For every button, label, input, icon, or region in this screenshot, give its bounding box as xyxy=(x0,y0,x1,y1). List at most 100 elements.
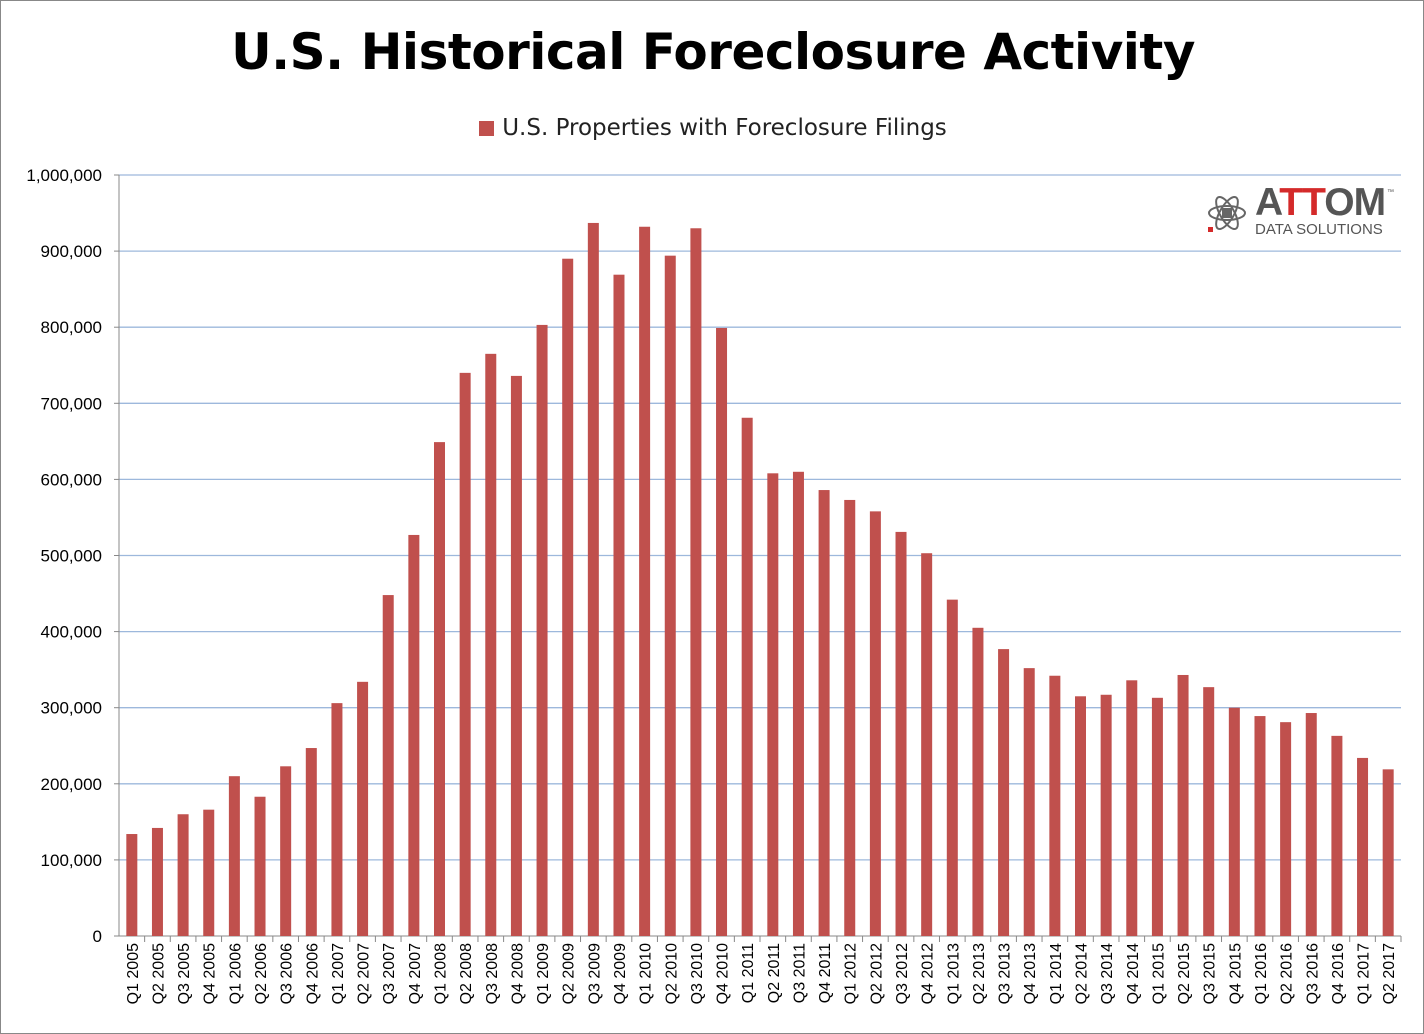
legend-swatch xyxy=(479,121,495,136)
bar xyxy=(254,796,266,936)
y-tick-label: 700,000 xyxy=(41,394,102,413)
bar xyxy=(485,353,497,937)
x-tick-label: Q1 2006 xyxy=(227,943,244,1004)
bar xyxy=(972,627,984,936)
x-tick-label: Q3 2006 xyxy=(279,943,296,1004)
bar xyxy=(818,490,830,936)
x-tick-label: Q2 2006 xyxy=(253,943,270,1004)
y-tick-label: 900,000 xyxy=(41,242,102,261)
x-tick-label: Q4 2014 xyxy=(1125,943,1142,1004)
bar xyxy=(408,534,420,936)
bar xyxy=(613,274,625,936)
x-tick-label: Q1 2007 xyxy=(330,943,347,1004)
x-tick-label: Q3 2014 xyxy=(1099,943,1116,1004)
x-tick-label: Q2 2009 xyxy=(561,943,578,1004)
bar xyxy=(664,255,676,936)
x-tick-label: Q1 2011 xyxy=(740,943,757,1003)
bar xyxy=(1151,697,1163,936)
y-tick-label: 300,000 xyxy=(41,699,102,718)
bar xyxy=(331,703,343,936)
bar xyxy=(716,327,728,936)
x-tick-label: Q1 2008 xyxy=(433,943,450,1004)
bar xyxy=(946,599,958,936)
bar xyxy=(151,827,163,936)
bar xyxy=(1100,694,1112,936)
bar xyxy=(690,228,702,936)
x-tick-label: Q2 2008 xyxy=(458,943,475,1004)
x-tick-label: Q1 2005 xyxy=(125,943,142,1004)
x-tick-label: Q1 2014 xyxy=(1048,943,1065,1004)
x-tick-label: Q3 2009 xyxy=(586,943,603,1004)
x-tick-label: Q2 2010 xyxy=(663,943,680,1004)
y-tick-label: 800,000 xyxy=(41,318,102,337)
bar xyxy=(895,531,907,936)
x-tick-label: Q3 2015 xyxy=(1202,943,1219,1004)
x-tick-label: Q2 2012 xyxy=(868,943,885,1004)
bar xyxy=(459,372,471,936)
bar xyxy=(921,553,933,936)
y-tick-label: 600,000 xyxy=(41,470,102,489)
atom-icon xyxy=(1208,196,1246,232)
bar xyxy=(305,748,317,936)
bar xyxy=(203,809,215,936)
bar xyxy=(869,511,881,936)
x-tick-label: Q1 2009 xyxy=(535,943,552,1004)
bar xyxy=(844,499,856,936)
x-tick-label: Q1 2015 xyxy=(1150,943,1167,1004)
x-tick-label: Q2 2011 xyxy=(766,943,783,1003)
chart-title: U.S. Historical Foreclosure Activity xyxy=(231,23,1195,81)
bar xyxy=(1126,680,1138,936)
x-tick-label: Q2 2014 xyxy=(1074,943,1091,1004)
x-tick-label: Q2 2013 xyxy=(971,943,988,1004)
x-tick-label: Q2 2017 xyxy=(1381,943,1398,1004)
bar xyxy=(382,595,394,936)
x-tick-label: Q3 2007 xyxy=(381,943,398,1004)
x-tick-label: Q4 2007 xyxy=(407,943,424,1004)
x-tick-label: Q1 2010 xyxy=(638,943,655,1004)
x-tick-label: Q1 2017 xyxy=(1356,943,1373,1004)
bar xyxy=(126,834,138,936)
x-tick-label: Q4 2016 xyxy=(1330,943,1347,1004)
x-tick-label: Q4 2008 xyxy=(509,943,526,1004)
x-tick-label: Q3 2011 xyxy=(791,943,808,1003)
bar xyxy=(1228,707,1240,936)
bar xyxy=(536,324,548,936)
x-tick-label: Q1 2013 xyxy=(945,943,962,1004)
y-tick-label: 200,000 xyxy=(41,775,102,794)
bar xyxy=(1177,674,1189,936)
x-tick-label: Q3 2013 xyxy=(997,943,1014,1004)
bar xyxy=(228,776,240,936)
bar xyxy=(1305,713,1317,936)
bar xyxy=(1203,687,1215,936)
y-tick-label: 1,000,000 xyxy=(26,166,102,185)
bar xyxy=(1280,722,1292,936)
x-tick-label: Q2 2015 xyxy=(1176,943,1193,1004)
y-tick-label: 100,000 xyxy=(41,851,102,870)
bar xyxy=(280,766,292,936)
bar xyxy=(357,681,369,936)
x-tick-label: Q4 2012 xyxy=(920,943,937,1004)
x-tick-label: Q3 2012 xyxy=(894,943,911,1004)
logo-tm: ™ xyxy=(1387,189,1394,196)
bar xyxy=(1254,716,1266,936)
bar xyxy=(1023,668,1035,936)
bar xyxy=(1049,675,1061,936)
logo-wordmark: ATTOM xyxy=(1255,181,1386,224)
bar xyxy=(998,649,1010,936)
y-tick-label: 400,000 xyxy=(41,623,102,642)
x-tick-label: Q4 2006 xyxy=(304,943,321,1004)
bar xyxy=(177,814,189,936)
attom-logo: ATTOM ™ DATA SOLUTIONS xyxy=(1205,181,1405,243)
x-tick-label: Q3 2005 xyxy=(176,943,193,1004)
bar xyxy=(741,417,753,936)
x-tick-label: Q3 2016 xyxy=(1304,943,1321,1004)
x-tick-label: Q3 2010 xyxy=(689,943,706,1004)
y-tick-label: 0 xyxy=(93,927,102,946)
bar xyxy=(510,375,522,936)
bar xyxy=(1357,757,1369,936)
bar xyxy=(767,473,779,936)
x-tick-label: Q1 2016 xyxy=(1253,943,1270,1004)
logo-subtitle: DATA SOLUTIONS xyxy=(1255,221,1383,238)
x-tick-label: Q1 2012 xyxy=(843,943,860,1004)
